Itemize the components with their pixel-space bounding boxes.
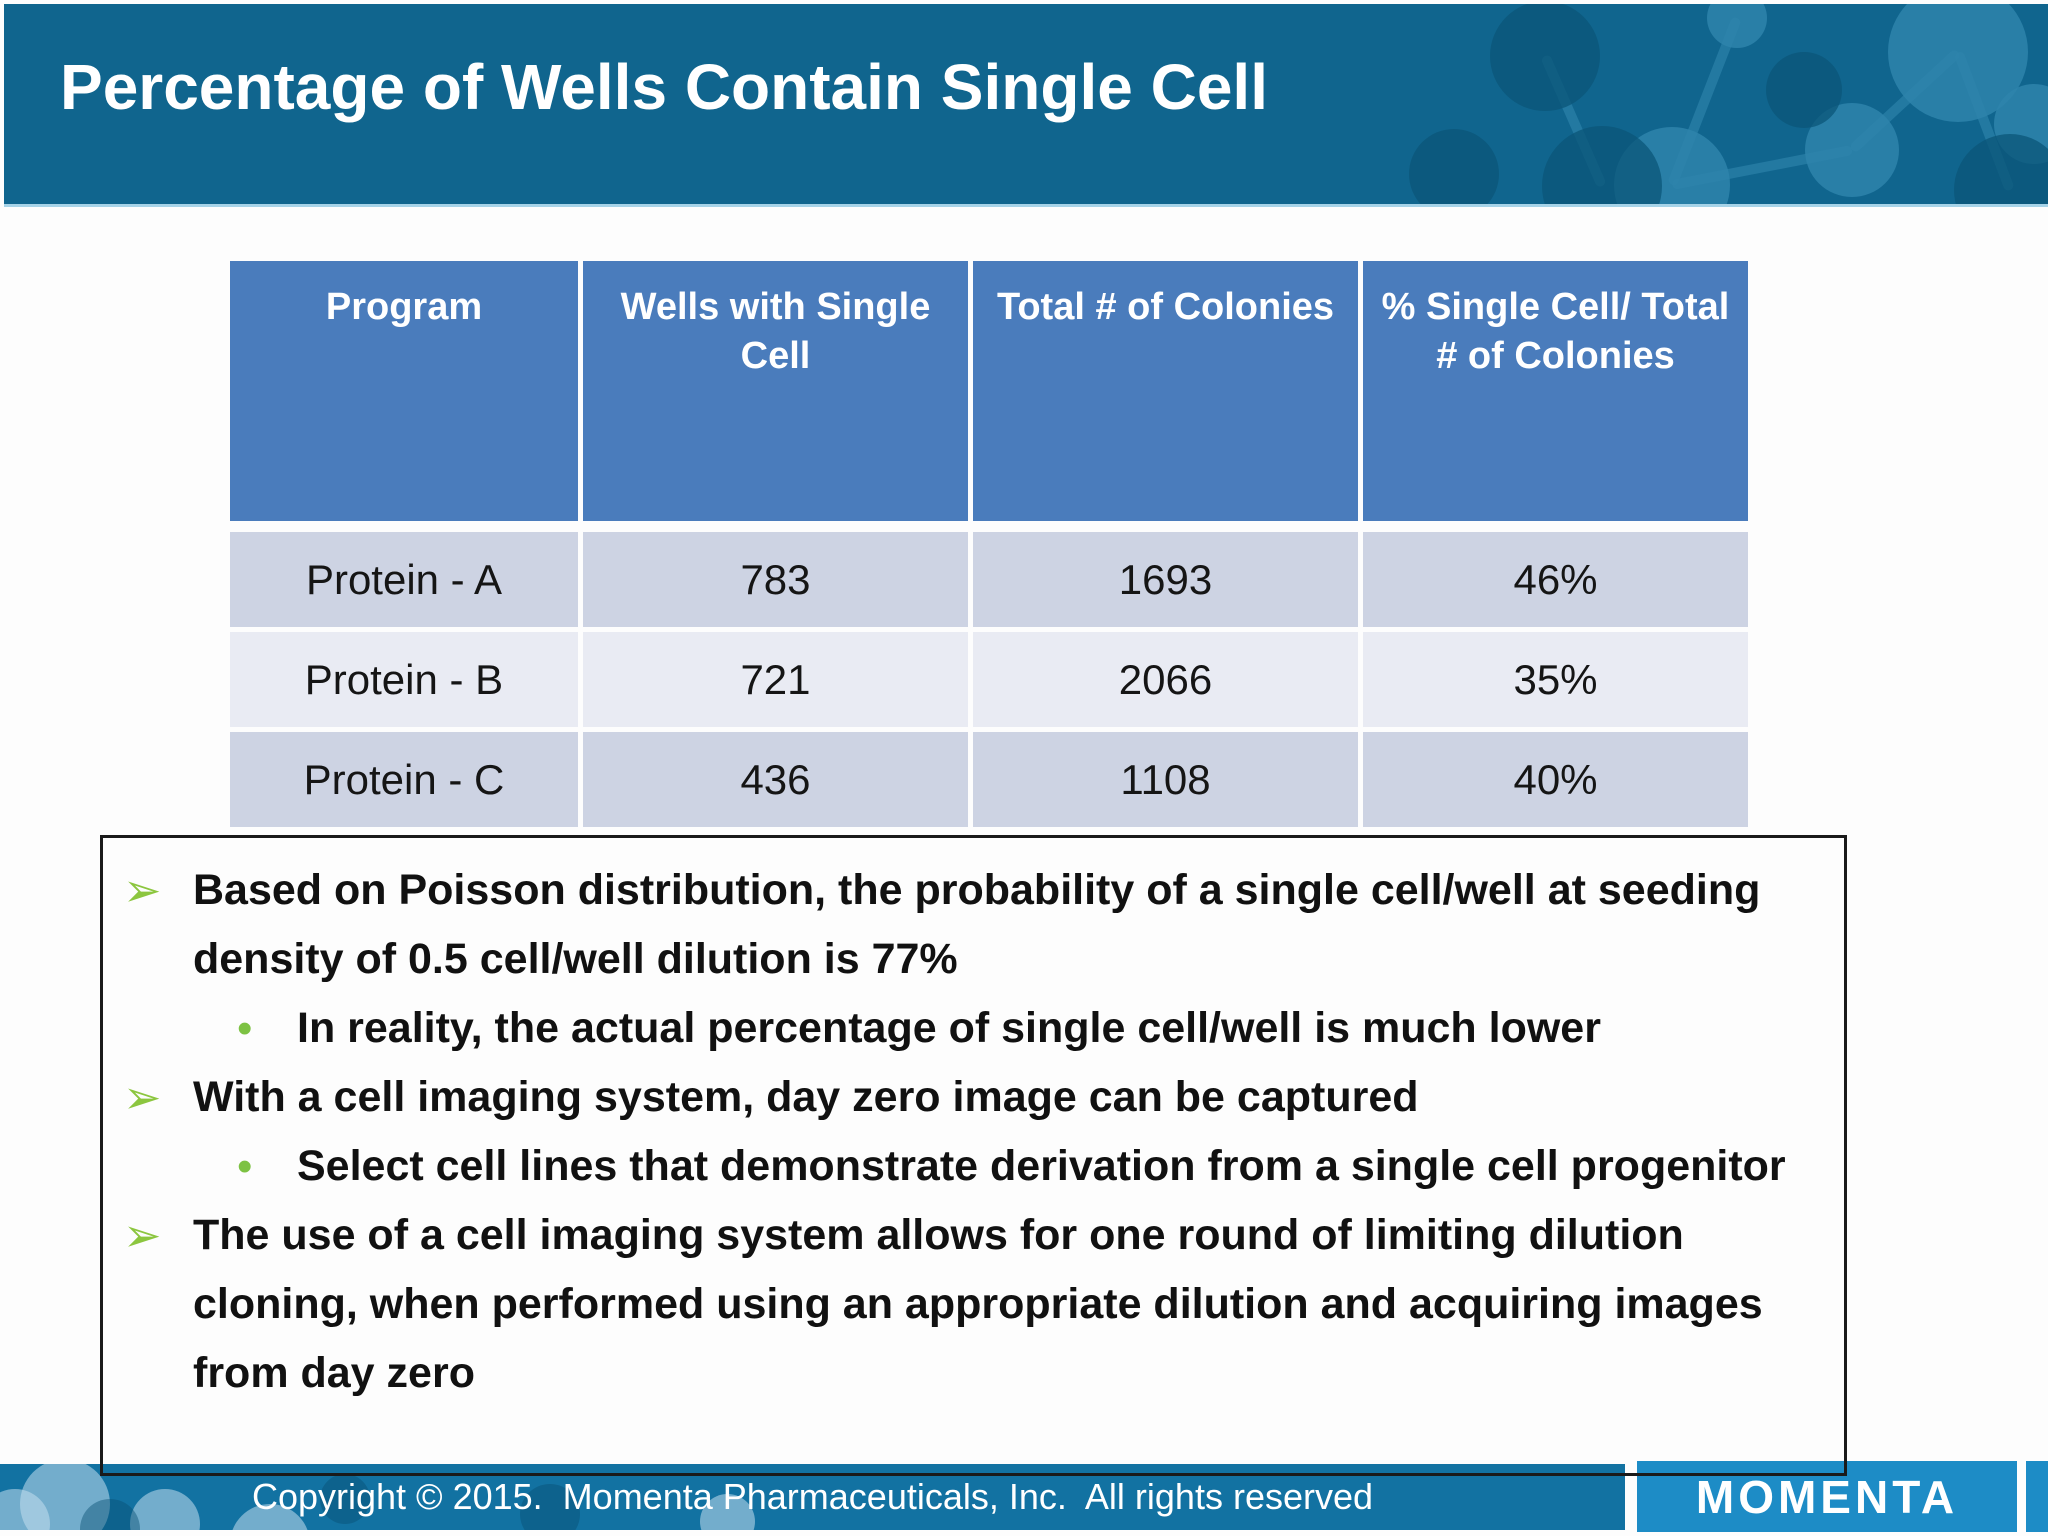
arrow-bullet-icon: ➢	[123, 1071, 162, 1123]
column-header-program: Program	[230, 261, 578, 527]
momenta-logo: MOMENTA	[1637, 1461, 2017, 1532]
notes-box: ➢ Based on Poisson distribution, the pro…	[100, 835, 1847, 1476]
list-item: • Select cell lines that demonstrate der…	[121, 1132, 1834, 1201]
molecule-node	[1409, 129, 1499, 204]
results-table: Program Wells with Single Cell Total # o…	[225, 256, 1753, 832]
arrow-bullet-icon: ➢	[123, 1209, 162, 1261]
bullet-text: Based on Poisson distribution, the proba…	[193, 866, 1761, 983]
table-row: Protein - A 783 1693 46%	[230, 532, 1748, 627]
page-title: Percentage of Wells Contain Single Cell	[60, 51, 1268, 123]
column-header-wells: Wells with Single Cell	[583, 261, 968, 527]
list-item: • In reality, the actual percentage of s…	[121, 994, 1834, 1063]
cell-percent: 35%	[1363, 632, 1748, 727]
cell-percent: 46%	[1363, 532, 1748, 627]
cell-colonies: 1693	[973, 532, 1358, 627]
logo-accent-bar	[2026, 1461, 2048, 1532]
cell-wells: 436	[583, 732, 968, 827]
cell-colonies: 2066	[973, 632, 1358, 727]
table-row: Protein - C 436 1108 40%	[230, 732, 1748, 827]
cell-program: Protein - B	[230, 632, 578, 727]
bullet-text: Select cell lines that demonstrate deriv…	[297, 1142, 1786, 1190]
column-header-percent: % Single Cell/ Total # of Colonies	[1363, 261, 1748, 527]
slide-header: Percentage of Wells Contain Single Cell	[4, 4, 2048, 207]
momenta-logo-text: MOMENTA	[1695, 1470, 1959, 1523]
copyright-text: Copyright © 2015. Momenta Pharmaceutical…	[251, 1476, 1374, 1517]
dot-bullet-icon: •	[237, 1142, 253, 1191]
bullet-text: The use of a cell imaging system allows …	[193, 1211, 1763, 1397]
arrow-bullet-icon: ➢	[123, 864, 162, 916]
cell-program: Protein - C	[230, 732, 578, 827]
cell-wells: 721	[583, 632, 968, 727]
bubble	[320, 1474, 370, 1524]
table-header-row: Program Wells with Single Cell Total # o…	[230, 261, 1748, 527]
bubble	[700, 1494, 755, 1530]
bullet-list: ➢ Based on Poisson distribution, the pro…	[103, 838, 1844, 1408]
list-item: ➢ Based on Poisson distribution, the pro…	[121, 856, 1834, 994]
column-header-colonies: Total # of Colonies	[973, 261, 1358, 527]
cell-colonies: 1108	[973, 732, 1358, 827]
cell-percent: 40%	[1363, 732, 1748, 827]
bullet-text: In reality, the actual percentage of sin…	[297, 1004, 1601, 1052]
molecule-node	[1490, 4, 1600, 111]
dot-bullet-icon: •	[237, 1004, 253, 1053]
table-row: Protein - B 721 2066 35%	[230, 632, 1748, 727]
molecule-node	[1707, 4, 1767, 48]
molecule-node	[1766, 52, 1842, 128]
cell-program: Protein - A	[230, 532, 578, 627]
list-item: ➢ The use of a cell imaging system allow…	[121, 1201, 1834, 1408]
molecule-node	[1954, 134, 2048, 204]
cell-wells: 783	[583, 532, 968, 627]
bullet-text: With a cell imaging system, day zero ima…	[193, 1073, 1419, 1121]
list-item: ➢ With a cell imaging system, day zero i…	[121, 1063, 1834, 1132]
bubble	[520, 1484, 580, 1530]
